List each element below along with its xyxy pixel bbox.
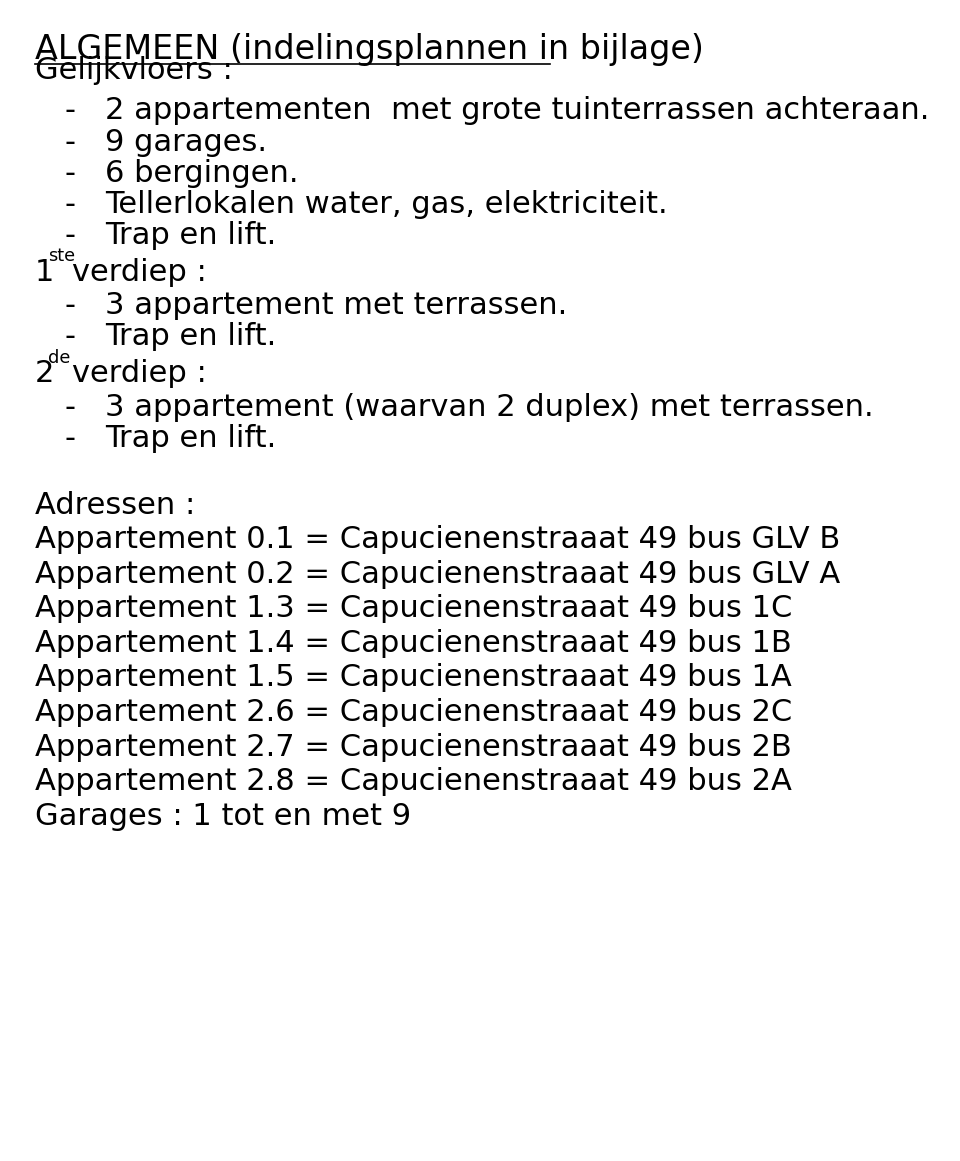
Text: 9 garages.: 9 garages. (105, 128, 267, 157)
Text: Appartement 1.3 = Capucienenstraaat 49 bus 1C: Appartement 1.3 = Capucienenstraaat 49 b… (36, 594, 793, 623)
Text: Adressen :: Adressen : (36, 491, 196, 520)
Text: -: - (64, 291, 76, 320)
Text: -: - (64, 96, 76, 125)
Text: de: de (48, 348, 71, 367)
Text: 3 appartement met terrassen.: 3 appartement met terrassen. (105, 291, 567, 320)
Text: Appartement 1.5 = Capucienenstraaat 49 bus 1A: Appartement 1.5 = Capucienenstraaat 49 b… (36, 663, 792, 692)
Text: Appartement 0.1 = Capucienenstraaat 49 bus GLV B: Appartement 0.1 = Capucienenstraaat 49 b… (36, 525, 840, 554)
Text: -: - (64, 159, 76, 188)
Text: -: - (64, 392, 76, 421)
Text: Appartement 1.4 = Capucienenstraaat 49 bus 1B: Appartement 1.4 = Capucienenstraaat 49 b… (36, 629, 792, 658)
Text: Trap en lift.: Trap en lift. (105, 424, 276, 453)
Text: -: - (64, 221, 76, 250)
Text: 2 appartementen  met grote tuinterrassen achteraan.: 2 appartementen met grote tuinterrassen … (105, 96, 929, 125)
Text: Appartement 2.7 = Capucienenstraaat 49 bus 2B: Appartement 2.7 = Capucienenstraaat 49 b… (36, 733, 792, 762)
Text: Appartement 0.2 = Capucienenstraaat 49 bus GLV A: Appartement 0.2 = Capucienenstraaat 49 b… (36, 560, 840, 589)
Text: -: - (64, 323, 76, 352)
Text: Gelijkvloers :: Gelijkvloers : (36, 56, 233, 85)
Text: verdiep :: verdiep : (72, 359, 206, 388)
Text: -: - (64, 128, 76, 157)
Text: ALGEMEEN (indelingsplannen in bijlage): ALGEMEEN (indelingsplannen in bijlage) (36, 33, 704, 66)
Text: Tellerlokalen water, gas, elektriciteit.: Tellerlokalen water, gas, elektriciteit. (105, 189, 667, 218)
Text: ste: ste (48, 247, 76, 266)
Text: 1: 1 (36, 258, 55, 287)
Text: Garages : 1 tot en met 9: Garages : 1 tot en met 9 (36, 802, 411, 831)
Text: -: - (64, 424, 76, 453)
Text: Trap en lift.: Trap en lift. (105, 323, 276, 352)
Text: verdiep :: verdiep : (72, 258, 206, 287)
Text: 3 appartement (waarvan 2 duplex) met terrassen.: 3 appartement (waarvan 2 duplex) met ter… (105, 392, 874, 421)
Text: Trap en lift.: Trap en lift. (105, 221, 276, 250)
Text: 2: 2 (36, 359, 55, 388)
Text: 6 bergingen.: 6 bergingen. (105, 159, 299, 188)
Text: Appartement 2.8 = Capucienenstraaat 49 bus 2A: Appartement 2.8 = Capucienenstraaat 49 b… (36, 767, 792, 796)
Text: -: - (64, 189, 76, 218)
Text: Appartement 2.6 = Capucienenstraaat 49 bus 2C: Appartement 2.6 = Capucienenstraaat 49 b… (36, 698, 792, 727)
